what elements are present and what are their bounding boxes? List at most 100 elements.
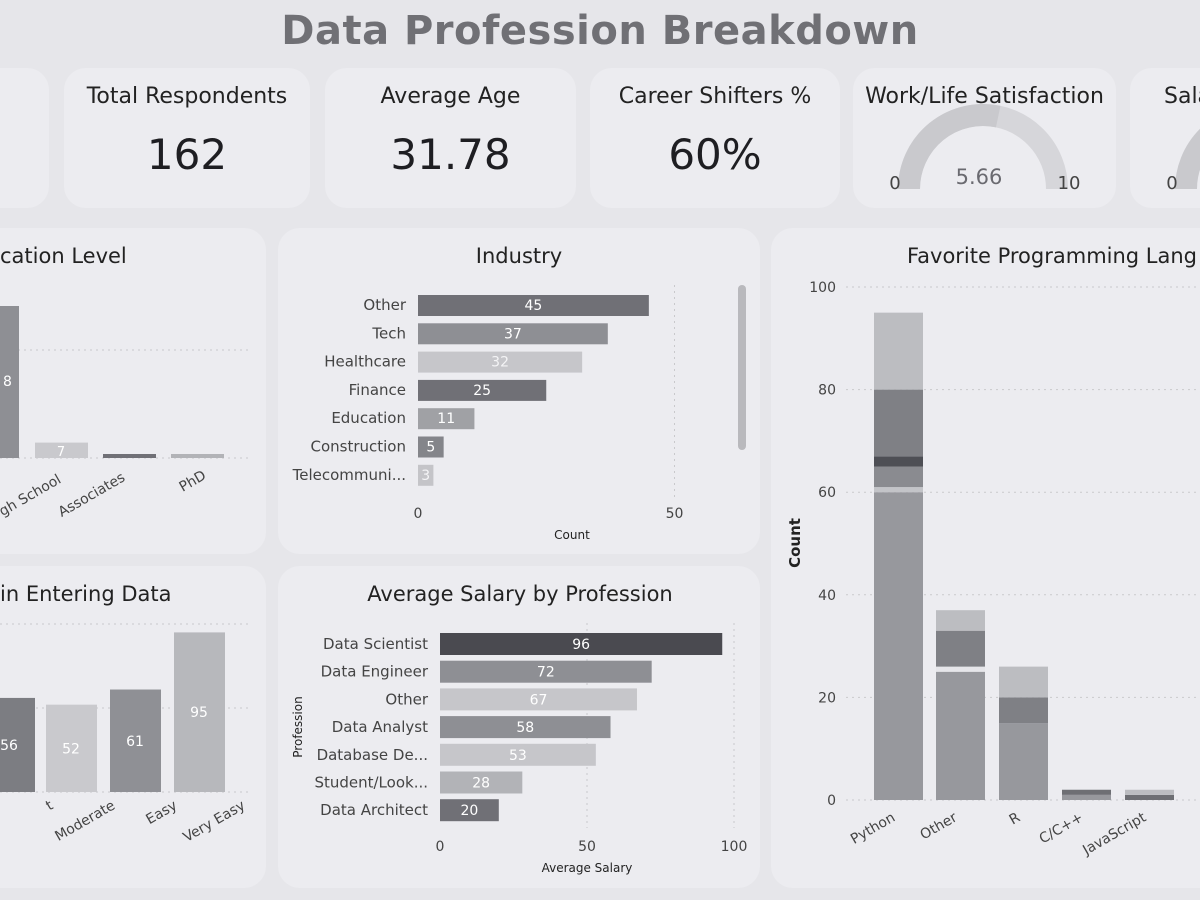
scrollbar-thumb[interactable] (738, 285, 746, 450)
x-tick-label: 50 (578, 839, 596, 855)
x-tick-label: Associates (56, 470, 128, 521)
y-tick-label: Student/Look... (314, 774, 428, 792)
y-tick-label: Data Architect (320, 801, 428, 819)
average-salary-panel: Average Salary by Profession Average Sal… (278, 566, 760, 888)
bar (440, 688, 637, 711)
bar (103, 454, 156, 458)
stack-segment (874, 487, 923, 493)
x-axis-label: Average Salary (542, 861, 633, 875)
bar (418, 379, 547, 401)
bar (174, 632, 225, 792)
y-tick-label: 0 (827, 793, 836, 809)
kpi-card-work-life-satisfaction: Work/Life Satisfaction 5.66 0 10 (853, 68, 1116, 208)
stack-segment (936, 666, 985, 672)
x-tick-label: 0 (436, 839, 445, 855)
bar (418, 464, 434, 486)
stack-segment (874, 466, 923, 488)
x-tick-label: Easy (143, 798, 180, 828)
industry-chart: Industry Count 0 50 Other 45 Tech 37 Healthcar… (292, 244, 746, 542)
bar (440, 660, 652, 683)
data-label: 5 (426, 440, 435, 456)
gauge-max-label: 10 (1058, 173, 1081, 194)
x-tick-label: Python (848, 810, 898, 848)
kpi-card-total-respondents: Total Respondents 162 (64, 68, 310, 208)
education-level-panel: cation Level 8 7 gh School Associates PhD (0, 228, 266, 554)
data-label: 28 (472, 776, 490, 792)
data-label: 56 (0, 738, 18, 754)
bar (35, 442, 88, 458)
chart-title: Favorite Programming Lang (907, 244, 1197, 268)
chart-title: in Entering Data (0, 582, 171, 606)
y-tick-label: Database De... (317, 746, 428, 764)
y-tick-label: Finance (349, 381, 406, 399)
kpi-card-average-age: Average Age 31.78 (325, 68, 576, 208)
y-axis-label: Profession (291, 696, 305, 757)
x-tick-label: PhD (177, 468, 209, 496)
gauge-value: 5.66 (956, 165, 1003, 189)
salary-gauge: 0 (1166, 128, 1200, 194)
y-tick-label: 100 (809, 280, 836, 296)
stack-segment (1062, 789, 1111, 795)
bar (418, 295, 649, 316)
data-label: 37 (504, 326, 522, 342)
x-tick-label: JavaScript (1079, 809, 1149, 859)
bar (418, 351, 583, 373)
x-tick-label: gh School (0, 472, 64, 520)
data-label: 11 (437, 411, 455, 427)
x-tick-label: 0 (414, 506, 423, 522)
data-label: 52 (62, 741, 80, 757)
kpi-label: Sala (1164, 84, 1200, 109)
data-label: 8 (3, 374, 12, 390)
kpi-value: 60% (668, 130, 762, 179)
bar (440, 716, 611, 739)
y-tick-label: Construction (310, 438, 406, 456)
ease-entering-data-panel: in Entering Data 56 t 52 Moderate 61 Easy 95 Ve… (0, 566, 266, 888)
data-label: 61 (126, 734, 144, 750)
data-label: 20 (460, 803, 478, 819)
kpi-card-salary-partial: Sala 0 (1130, 68, 1200, 208)
kpi-label: Career Shifters % (618, 84, 812, 109)
bar (418, 436, 444, 458)
x-tick-label: Other (918, 809, 961, 843)
y-tick-label: Other (363, 296, 406, 314)
y-tick-label: Healthcare (324, 353, 406, 371)
kpi-label: Total Respondents (86, 84, 288, 109)
bar (0, 306, 19, 458)
data-label: 53 (509, 748, 527, 764)
stack-segment (999, 697, 1048, 724)
chart-title: cation Level (0, 244, 127, 268)
stack-segment (874, 456, 923, 467)
y-tick-label: Data Engineer (321, 663, 429, 681)
stack-segment (874, 312, 923, 390)
data-label: 32 (491, 355, 509, 371)
stack-segment (1125, 789, 1174, 795)
data-label: 67 (530, 692, 548, 708)
x-tick-label: t (43, 797, 56, 814)
data-label: 25 (473, 383, 491, 399)
bar (418, 408, 475, 430)
industry-panel: Industry Count 0 50 Other 45 Tech 37 Healthcar… (278, 228, 760, 554)
y-tick-label: Other (385, 690, 428, 708)
bar (440, 743, 596, 766)
stack-segment (936, 671, 985, 800)
bar (440, 771, 523, 794)
kpi-label: Average Age (380, 84, 521, 109)
data-label: 96 (572, 637, 590, 653)
chart-title: Average Salary by Profession (367, 582, 672, 606)
kpi-value: 31.78 (390, 130, 511, 179)
y-tick-label: 80 (818, 383, 836, 399)
stack-segment (874, 492, 923, 800)
stack-segment (1125, 794, 1174, 800)
y-tick-label: Telecommuni... (292, 466, 406, 484)
gauge-track (1175, 128, 1200, 190)
stack-segment (874, 389, 923, 457)
gauge-fill (898, 104, 1001, 190)
y-axis-label: Count (786, 518, 804, 568)
kpi-card-partial-left (0, 68, 49, 208)
kpi-value: 162 (146, 130, 228, 179)
satisfaction-gauge: 5.66 0 10 (889, 104, 1081, 194)
y-tick-label: Data Scientist (323, 635, 428, 653)
stack-segment (1062, 794, 1111, 800)
stack-segment (999, 666, 1048, 698)
